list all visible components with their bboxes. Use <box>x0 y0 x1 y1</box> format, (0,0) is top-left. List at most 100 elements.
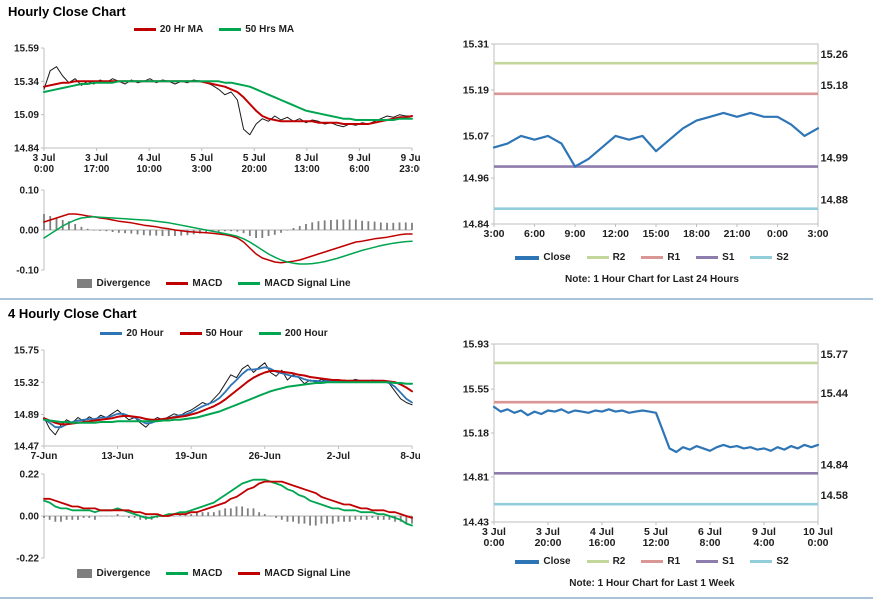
svg-text:15.26: 15.26 <box>820 49 848 61</box>
svg-text:14.84: 14.84 <box>14 144 39 155</box>
four-hourly-close-chart: 15.75 15.32 14.89 14.47 7-Jun 13-Jun 19-Jun 26-… <box>8 346 424 471</box>
pivot-chart-last-24-hours: 15.31 15.19 15.07 14.96 14.84 15.26 15.18 14.99… <box>452 34 852 255</box>
svg-text:8 Jul: 8 Jul <box>295 153 318 164</box>
pivot-1week-svg: 15.93 15.55 15.18 14.81 14.43 15.77 15.44 14.84… <box>463 339 849 550</box>
svg-text:15.93: 15.93 <box>463 339 489 351</box>
legend-label: MACD Signal Line <box>264 568 351 579</box>
svg-text:23:00: 23:00 <box>399 164 420 175</box>
legend-label: MACD <box>192 568 223 579</box>
legend-label: Divergence <box>96 278 151 289</box>
hourly-pivot-legend: Close R2 R1 S1 S2 <box>452 252 852 263</box>
svg-text:14.96: 14.96 <box>463 173 489 185</box>
four-hourly-close-svg: 15.75 15.32 14.89 14.477-Jun 13-Jun 19-Jun 26-… <box>14 346 424 463</box>
legend-item-r2: R2 <box>586 252 625 263</box>
svg-text:-0.10: -0.10 <box>16 266 39 277</box>
hourly-close-chart: 15.59 15.34 15.09 14.84 3 Jul 0:00 3 Jul 17:00 4… <box>8 42 425 185</box>
svg-text:2-Jul: 2-Jul <box>327 451 351 462</box>
svg-text:15.32: 15.32 <box>14 378 39 389</box>
svg-text:15.44: 15.44 <box>820 388 848 400</box>
four-hourly-section-title: 4 Hourly Close Chart <box>8 306 137 321</box>
svg-text:0:00: 0:00 <box>767 228 788 240</box>
legend-label: MACD <box>192 278 223 289</box>
weekly-pivot-note: Note: 1 Hour Chart for Last 1 Week <box>569 578 735 589</box>
weekly-pivot-legend: Close R2 R1 S1 S2 <box>452 556 852 567</box>
svg-text:13:00: 13:00 <box>294 164 320 175</box>
legend-label: S1 <box>722 252 735 263</box>
legend-label: S2 <box>776 252 789 263</box>
svg-text:21:00: 21:00 <box>724 228 751 240</box>
svg-text:15.77: 15.77 <box>820 349 848 361</box>
svg-text:-0.22: -0.22 <box>16 554 39 565</box>
svg-text:6:00: 6:00 <box>349 164 369 175</box>
line-swatch <box>750 256 773 259</box>
line-swatch <box>100 332 123 335</box>
legend-label: R2 <box>612 556 626 567</box>
line-swatch <box>696 256 719 259</box>
svg-text:6 Jul: 6 Jul <box>698 526 722 538</box>
legend-item-20-hour: 20 Hour <box>100 328 164 339</box>
legend-item-50-hour: 50 Hour <box>179 328 243 339</box>
svg-text:9 Jul: 9 Jul <box>401 153 420 164</box>
svg-text:20:00: 20:00 <box>241 164 267 175</box>
line-swatch <box>133 28 156 31</box>
svg-text:15.09: 15.09 <box>14 110 39 121</box>
svg-text:9 Jul: 9 Jul <box>752 526 776 538</box>
svg-text:4 Jul: 4 Jul <box>138 153 161 164</box>
svg-text:3:00: 3:00 <box>483 228 504 240</box>
svg-text:15:00: 15:00 <box>643 228 670 240</box>
legend-label: Divergence <box>96 568 151 579</box>
svg-text:15.75: 15.75 <box>14 346 39 357</box>
legend-item-macd-signal-line: MACD Signal Line <box>238 278 351 289</box>
svg-text:6:00: 6:00 <box>524 228 545 240</box>
svg-text:15.31: 15.31 <box>463 39 489 51</box>
svg-text:9:00: 9:00 <box>564 228 585 240</box>
svg-text:0.10: 0.10 <box>20 186 40 197</box>
svg-text:0:00: 0:00 <box>807 537 828 549</box>
legend-item-200-hour: 200 Hour <box>258 328 328 339</box>
legend-item-r2: R2 <box>586 556 626 567</box>
hourly-pivot-note: Note: 1 Hour Chart for Last 24 Hours <box>565 274 739 285</box>
legend-item-20-hr-ma: 20 Hr MA <box>133 24 204 35</box>
svg-text:15.18: 15.18 <box>820 80 848 92</box>
legend-label: 50 Hour <box>205 328 243 339</box>
line-swatch <box>641 256 664 259</box>
svg-text:12:00: 12:00 <box>643 537 670 549</box>
svg-text:10 Jul: 10 Jul <box>803 526 833 538</box>
legend-label: 20 Hour <box>126 328 164 339</box>
svg-text:9 Jul: 9 Jul <box>348 153 371 164</box>
svg-text:14.84: 14.84 <box>463 219 489 231</box>
hourly-macd-legend: Divergence MACD MACD Signal Line <box>8 278 420 289</box>
legend-label: R1 <box>667 252 681 263</box>
bottom-divider <box>0 597 873 599</box>
svg-text:8:00: 8:00 <box>699 537 720 549</box>
legend-label: 20 Hr MA <box>159 24 204 35</box>
svg-text:14.84: 14.84 <box>820 459 848 471</box>
line-swatch <box>166 572 189 575</box>
svg-text:15.18: 15.18 <box>463 428 489 440</box>
legend-label: S2 <box>776 556 789 567</box>
svg-text:14.43: 14.43 <box>463 517 489 529</box>
line-swatch <box>641 560 664 563</box>
svg-text:19-Jun: 19-Jun <box>175 451 207 462</box>
section-divider <box>0 298 873 300</box>
legend-item-s2: S2 <box>750 252 789 263</box>
line-swatch <box>166 282 189 285</box>
legend-item-s1: S1 <box>696 252 734 263</box>
hourly-macd-chart: 0.10 0.00 -0.10 <box>8 184 420 281</box>
hourly-section-title: Hourly Close Chart <box>8 4 126 19</box>
svg-text:15.59: 15.59 <box>14 44 39 55</box>
svg-text:0.00: 0.00 <box>20 512 40 523</box>
svg-text:15.07: 15.07 <box>463 130 489 142</box>
line-swatch <box>238 282 261 285</box>
svg-text:15.55: 15.55 <box>463 384 489 396</box>
svg-text:0:00: 0:00 <box>483 537 504 549</box>
hourly-macd-svg: 0.10 0.00 -0.10 <box>16 186 413 277</box>
legend-item-s1: S1 <box>696 556 734 567</box>
line-swatch <box>750 560 773 563</box>
legend-label: S1 <box>722 556 735 567</box>
line-swatch <box>586 256 609 259</box>
legend-item-macd: MACD <box>166 568 222 579</box>
four-hourly-macd-chart: 0.22 0.00 -0.22 <box>8 468 420 569</box>
